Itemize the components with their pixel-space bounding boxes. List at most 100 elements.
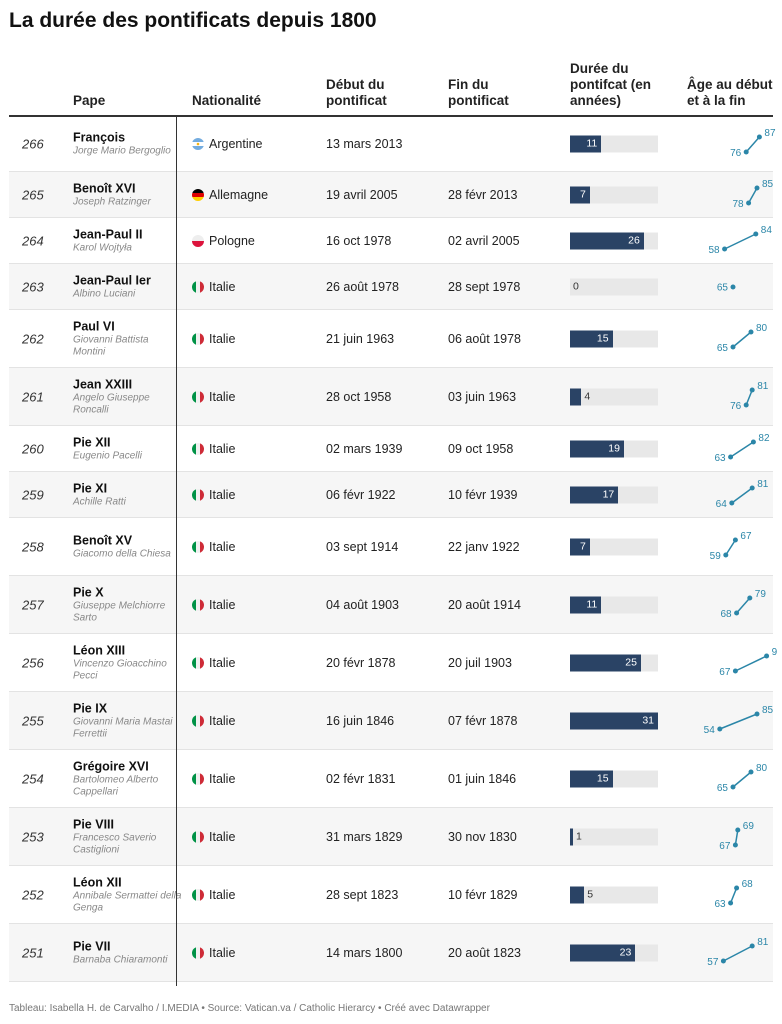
pope-name: Léon XII [73,875,122,889]
end-date: 28 sept 1978 [448,279,521,294]
pontificate-number: 259 [22,487,44,502]
pope-name: Jean XXIII [73,377,133,391]
age-start-point [728,900,734,906]
pope-cell: Grégoire XVI Bartolomeo Alberto Cappellar… [73,759,183,798]
duration-label: 11 [586,137,598,149]
duration-bar: 26 [570,232,658,249]
italy-flag [192,390,204,403]
pope-birth-name: Achille Ratti [73,496,126,507]
duration-bar-fill [570,330,613,347]
age-end-label: 69 [743,821,755,832]
pope-name: Pie X [73,585,104,599]
pope-cell: Pie X Giuseppe Melchiorre Sarto [73,585,183,624]
pope-birth-name: Eugenio Pacelli [73,450,142,461]
table-row: 260 Pie XII Eugenio Pacelli Italie 02 mars 1… [9,426,773,472]
start-date: 28 sept 1823 [326,887,399,902]
duration-label: 7 [580,540,586,552]
duration-bar-fill [570,232,644,249]
end-date: 10 févr 1939 [448,487,518,502]
duration-bar: 0 [570,278,658,295]
table-row: 259 Pie XI Achille Ratti Italie 06 févr 1922… [9,472,773,518]
end-date: 06 août 1978 [448,331,521,346]
duration-bar-fill [570,770,613,787]
duration-bar: 11 [570,596,658,613]
start-date: 03 sept 1914 [326,539,399,554]
pontificate-number: 257 [22,597,44,612]
duration-bar-fill [570,388,582,405]
age-end-label: 87 [764,128,776,139]
end-date: 01 juin 1846 [448,771,517,786]
age-end-label: 85 [762,705,774,716]
nationality-label: Italie [209,713,236,728]
duration-label: 17 [602,488,615,500]
italy-flag [192,442,204,455]
header-duree: Durée du pontifcat (en années) [570,61,651,108]
pope-name: Jean-Paul II [73,227,143,241]
nationality-label: Italie [209,771,236,786]
age-start-label: 65 [717,283,729,294]
nationality-label: Argentine [209,136,263,151]
age-sparkline: 58 84 [708,225,772,256]
duration-label: 19 [608,442,620,454]
age-start-point [722,246,728,252]
duration-bar: 7 [570,186,658,203]
pope-cell: Pie XI Achille Ratti [73,481,183,508]
end-date: 09 oct 1958 [448,441,514,456]
duration-label: 15 [596,332,609,344]
pontificate-number: 252 [22,887,44,902]
age-start-point [732,668,738,674]
age-line [730,441,754,458]
italy-flag [192,830,204,843]
age-sparkline: 65 [717,283,736,294]
duration-bar-fill [570,538,590,555]
pope-birth-name: Bartolomeo Alberto Cappellari [73,774,159,797]
duration-label: 23 [619,946,632,958]
nationality-cell: Italie [192,656,235,670]
pope-birth-name: Annibale Sermattei della Genga [73,890,182,913]
duration-bar: 17 [570,486,658,503]
pontificate-number: 263 [22,279,44,294]
table-row: 263 Jean-Paul Ier Albino Luciani Italie 26 a… [9,264,773,310]
age-end-label: 81 [757,479,769,490]
age-start-point [730,344,736,350]
duration-bar-fill [570,712,658,729]
age-sparkline: 63 82 [714,433,769,464]
duration-label: 11 [586,598,598,610]
age-sparkline: 64 81 [716,479,769,510]
age-sparkline: 57 81 [707,937,768,968]
table-row: 261 Jean XXIII Angelo Giuseppe Roncalli Ita… [9,368,773,426]
age-point [730,284,736,290]
pope-cell: Pie IX Giovanni Maria Mastai Ferrettii [73,701,183,740]
nationality-label: Italie [209,539,236,554]
pope-birth-name: Jorge Mario Bergoglio [73,145,171,156]
end-date: 03 juin 1963 [448,389,517,404]
nationality-cell: Italie [192,714,235,728]
nationality-label: Italie [209,829,236,844]
end-date: 02 avril 2005 [448,233,520,248]
pontificate-number: 254 [22,771,44,786]
pope-name: Benoît XV [73,533,133,547]
age-end-point [750,439,756,445]
duration-bar: 31 [570,712,658,729]
pope-cell: Jean-Paul II Karol Wojtyła [73,227,183,254]
pope-cell: Léon XIII Vincenzo Gioacchino Pecci [73,643,183,682]
age-end-point [747,595,753,601]
italy-flag [192,598,204,611]
age-end-point [748,769,754,775]
header-fin: Fin du pontificat [448,77,509,108]
nationality-cell: Italie [192,830,235,844]
duration-bar: 15 [570,770,658,787]
pontificate-number: 255 [22,713,44,728]
duration-bar-fill [570,440,624,457]
duration-bar-fill [570,596,602,613]
age-start-point [730,784,736,790]
table-row: 257 Pie X Giuseppe Melchiorre Sarto Italie 0… [9,576,773,634]
age-end-point [749,387,755,393]
pope-cell: Benoît XV Giacomo della Chiesa [73,533,183,560]
nationality-cell: Italie [192,442,235,456]
pope-birth-name: Karol Wojtyła [73,242,132,253]
age-start-point [743,402,749,408]
pope-birth-name: Albino Luciani [73,288,136,299]
age-start-label: 68 [720,609,732,620]
end-date: 22 janv 1922 [448,539,520,554]
